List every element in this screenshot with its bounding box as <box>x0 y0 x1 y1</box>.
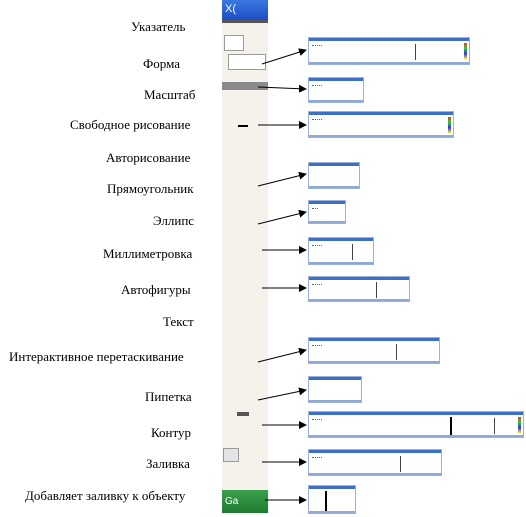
tool-label-text: Текст <box>163 314 194 329</box>
tool-label-graph-paper: Миллиметровка <box>103 246 193 261</box>
property-bar-zoom <box>308 77 364 103</box>
property-bar-ellipse <box>308 200 346 224</box>
taskbar-strip: Ga <box>222 490 268 513</box>
toolbox-separator <box>222 20 268 23</box>
fill-tool-icon[interactable] <box>223 448 239 462</box>
property-bar-interactive-drag <box>308 337 440 364</box>
tool-label-freehand: Свободное рисование <box>70 117 191 132</box>
property-bar-rectangle <box>308 162 360 189</box>
zoom-tool-icon[interactable] <box>228 54 266 70</box>
tool-label-shape: Форма <box>143 56 180 71</box>
property-bar-interactive-fill <box>308 485 356 514</box>
tool-label-autoshapes: Автофигуры <box>121 282 191 297</box>
property-bar-graph-paper <box>308 237 374 265</box>
tool-label-rectangle: Прямоугольник <box>107 181 194 196</box>
tool-label-interactive-drag: Интерактивное перетаскивание <box>9 349 184 364</box>
property-bar-autoshapes <box>308 276 410 302</box>
tool-label-smart-drawing: Авторисование <box>106 150 191 165</box>
arrow-eyedropper <box>257 387 307 401</box>
property-bar-outline <box>308 411 524 438</box>
toolbox-title: X( <box>225 3 236 15</box>
freehand-tool-icon[interactable] <box>238 125 248 127</box>
property-bar-eyedropper <box>308 376 362 403</box>
tool-label-ellipse: Эллипс <box>153 213 195 228</box>
toolbox-titlebar: X( <box>222 0 268 20</box>
arrow-shape <box>261 48 307 65</box>
outline-tool-icon[interactable] <box>237 412 249 416</box>
tool-label-outline: Контур <box>151 425 191 440</box>
flyout-indicator-icon <box>222 82 268 90</box>
property-bar-shape <box>308 37 470 65</box>
arrow-ellipse <box>257 209 307 225</box>
tool-label-pointer: Указатель <box>131 19 186 34</box>
arrow-rectangle <box>257 171 307 187</box>
arrow-zoom <box>257 84 307 93</box>
tool-label-eyedropper: Пипетка <box>145 389 192 404</box>
taskbar-glyph: Ga <box>225 496 239 507</box>
tool-label-fill: Заливка <box>146 456 190 471</box>
tool-label-zoom: Масштаб <box>144 87 196 102</box>
arrow-interactive-drag <box>257 347 307 363</box>
shape-tool-icon[interactable] <box>224 35 244 51</box>
property-bar-freehand <box>308 111 454 138</box>
property-bar-fill <box>308 449 442 476</box>
tool-label-interactive-fill: Добавляет заливку к объекту <box>25 488 186 503</box>
